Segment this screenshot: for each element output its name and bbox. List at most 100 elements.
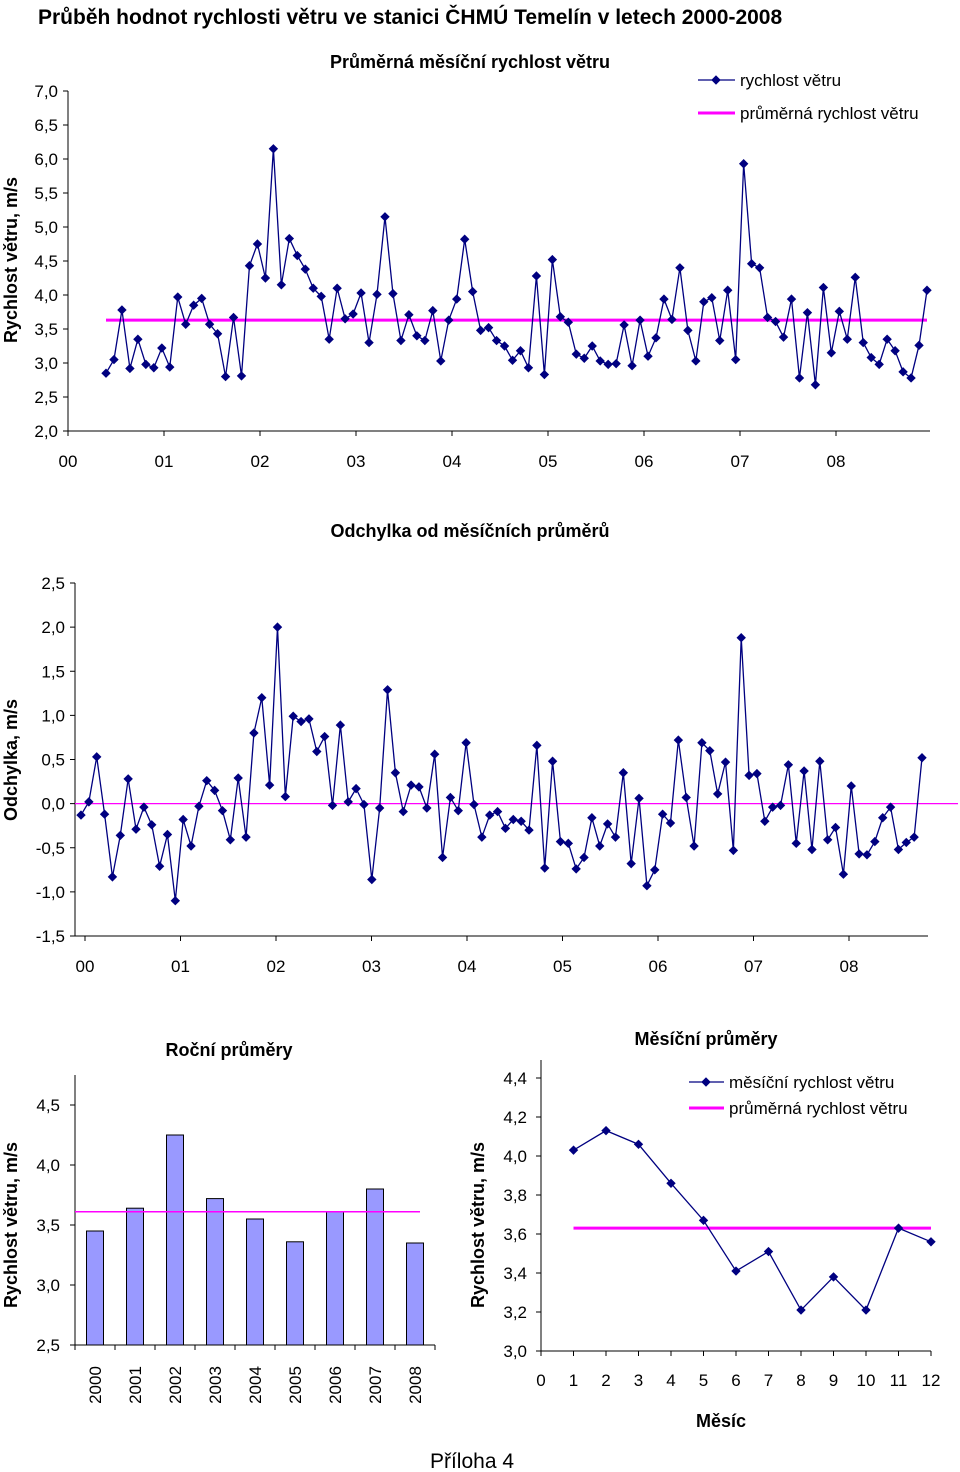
deviation-x-tick-label: 07 <box>744 957 763 976</box>
deviation-x-tick-label: 01 <box>171 957 190 976</box>
deviation-chart-title: Odchylka od měsíčních průměrů <box>330 521 609 541</box>
deviation-data-point <box>453 805 463 816</box>
deviation-data-point <box>877 813 888 823</box>
annual-y-tick-label: 3,5 <box>36 1216 60 1235</box>
monthly-data-point <box>141 359 151 370</box>
annual-bar-2001 <box>126 1207 144 1346</box>
monthly-data-point <box>563 317 574 327</box>
deviation-data-point <box>760 816 770 826</box>
monthly-x-tick-label: 00 <box>59 452 78 471</box>
monthly-means-x-tick-label: 9 <box>829 1371 838 1390</box>
monthly-data-point <box>826 348 837 358</box>
deviation-data-point <box>650 865 660 875</box>
monthly-data-point <box>802 307 813 318</box>
monthly-data-point <box>587 341 597 351</box>
monthly-data-point <box>220 371 231 382</box>
deviation-data-point <box>217 805 228 816</box>
deviation-data-point <box>398 806 408 817</box>
deviation-data-point <box>170 895 181 906</box>
monthly-y-tick-label: 2,0 <box>34 422 58 441</box>
monthly-means-x-tick-label: 5 <box>699 1371 708 1390</box>
annual-bar-2005 <box>286 1241 304 1346</box>
deviation-data-point <box>665 818 676 828</box>
annual-x-tick-label: 2006 <box>326 1366 345 1404</box>
monthly-data-point <box>818 282 829 293</box>
monthly-data-point <box>133 334 143 344</box>
monthly-data-point <box>715 335 725 346</box>
monthly-means-data-point <box>731 1266 741 1276</box>
monthly-data-point <box>691 356 701 366</box>
monthly-y-tick-label: 6,5 <box>34 116 58 135</box>
annual-x-tick-label: 2003 <box>206 1366 225 1404</box>
monthly-data-point <box>683 325 693 336</box>
deviation-data-point <box>312 746 322 757</box>
monthly-data-point <box>236 371 247 381</box>
deviation-data-point <box>115 830 126 841</box>
monthly-x-tick-label: 07 <box>731 452 750 471</box>
monthly-means-x-tick-label: 1 <box>569 1371 578 1390</box>
deviation-data-point <box>469 799 479 810</box>
deviation-data-point <box>767 802 778 812</box>
monthly-means-data-point <box>796 1305 806 1315</box>
monthly-data-point <box>364 337 374 348</box>
monthly-data-point <box>212 329 223 339</box>
monthly-data-point <box>276 280 287 290</box>
monthly-means-series-line <box>573 1129 932 1312</box>
annual-x-tick-label: 2002 <box>166 1366 185 1404</box>
monthly-means-data-point <box>568 1145 579 1155</box>
monthly-data-point <box>372 289 382 300</box>
monthly-data-point <box>515 346 526 356</box>
deviation-data-point <box>351 783 361 794</box>
deviation-y-tick-label: 1,0 <box>41 706 65 725</box>
deviation-data-point <box>909 832 919 842</box>
deviation-data-point <box>304 714 314 724</box>
monthly-data-point <box>523 363 534 373</box>
deviation-x-tick-label: 06 <box>649 957 668 976</box>
monthly-y-axis-label: Rychlost větru, m/s <box>1 177 21 343</box>
monthly-x-tick-label: 05 <box>539 452 558 471</box>
deviation-data-point <box>563 838 574 849</box>
monthly-means-data-point <box>601 1125 611 1136</box>
monthly-data-point <box>595 356 605 366</box>
deviation-data-point <box>705 745 715 756</box>
monthly-data-point <box>475 325 486 336</box>
deviation-data-point <box>791 838 801 849</box>
monthly-means-x-tick-label: 0 <box>536 1371 545 1390</box>
monthly-data-point <box>316 291 326 302</box>
deviation-data-point <box>815 756 825 766</box>
monthly-x-tick-label: 04 <box>443 452 462 471</box>
monthly-data-point <box>643 351 653 361</box>
deviation-data-point <box>595 841 605 851</box>
deviation-data-point <box>846 781 856 791</box>
deviation-data-point <box>626 858 636 869</box>
deviation-data-point <box>429 749 440 759</box>
deviation-data-point <box>610 832 621 842</box>
deviation-data-point <box>634 793 644 804</box>
monthly-data-point <box>547 254 558 265</box>
monthly-data-point <box>874 359 884 370</box>
monthly-data-point <box>436 356 446 366</box>
monthly-data-point <box>794 373 805 383</box>
monthly-data-point <box>260 273 271 283</box>
monthly-means-data-point <box>828 1272 839 1282</box>
deviation-data-point <box>319 731 330 742</box>
monthly-means-data-point <box>633 1139 644 1150</box>
monthly-data-point <box>356 288 366 298</box>
deviation-data-point <box>154 861 165 871</box>
monthly-data-point <box>380 212 390 222</box>
deviation-data-point <box>752 768 762 779</box>
annual-chart-title: Roční průměry <box>165 1040 292 1060</box>
deviation-data-point <box>461 738 471 748</box>
monthly-data-point <box>117 305 127 315</box>
deviation-data-point <box>445 792 456 803</box>
deviation-data-point <box>147 820 157 830</box>
monthly-data-point <box>754 263 765 273</box>
deviation-data-point <box>602 819 613 829</box>
deviation-data-point <box>830 822 841 833</box>
deviation-data-point <box>697 738 707 748</box>
deviation-data-point <box>139 802 149 812</box>
monthly-y-tick-label: 7,0 <box>34 82 58 101</box>
monthly-data-point <box>157 343 167 353</box>
monthly-data-point <box>659 294 669 304</box>
deviation-data-point <box>524 825 534 835</box>
